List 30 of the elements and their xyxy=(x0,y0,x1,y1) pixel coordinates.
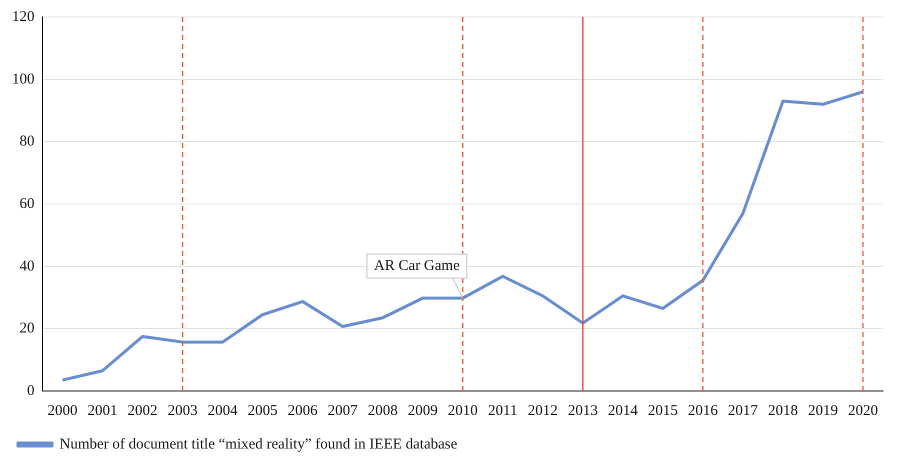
x-tick-label: 2012 xyxy=(528,402,558,419)
x-tick-label: 2015 xyxy=(648,402,678,419)
x-tick-label: 2013 xyxy=(568,402,598,419)
annotation: AR Car Game xyxy=(374,258,460,274)
y-tick-label: 20 xyxy=(20,320,34,337)
y-tick-label: 80 xyxy=(20,134,34,150)
x-tick-label: 2016 xyxy=(688,402,718,419)
x-tick-label: 2010 xyxy=(448,402,478,419)
x-tick-label: 2020 xyxy=(848,402,878,419)
x-tick-label: 2005 xyxy=(248,402,278,419)
x-tick-label: 2017 xyxy=(728,402,758,419)
x-tick-label: 2000 xyxy=(48,402,78,419)
y-tick-label: 40 xyxy=(20,258,34,274)
y-tick-label: 0 xyxy=(27,382,34,399)
x-tick-label: 2008 xyxy=(368,402,398,419)
legend-label: Number of document title “mixed reality” found in IEEE database xyxy=(60,436,458,452)
x-tick-label: 2004 xyxy=(208,402,238,419)
y-tick-label: 100 xyxy=(12,71,34,88)
y-tick-label: 60 xyxy=(20,196,34,212)
x-tick-label: 2009 xyxy=(408,402,438,419)
x-tick-label: 2018 xyxy=(768,402,798,419)
x-tick-label: 2006 xyxy=(288,402,318,419)
x-tick-label: 2019 xyxy=(808,402,838,419)
x-tick-label: 2011 xyxy=(488,402,518,419)
x-tick-label: 2003 xyxy=(168,402,198,419)
x-tick-label: 2014 xyxy=(608,402,638,419)
x-tick-label: 2007 xyxy=(328,402,358,419)
y-tick-label: 120 xyxy=(12,8,34,25)
x-tick-label: 2002 xyxy=(128,402,158,419)
x-tick-label: 2001 xyxy=(88,402,118,419)
